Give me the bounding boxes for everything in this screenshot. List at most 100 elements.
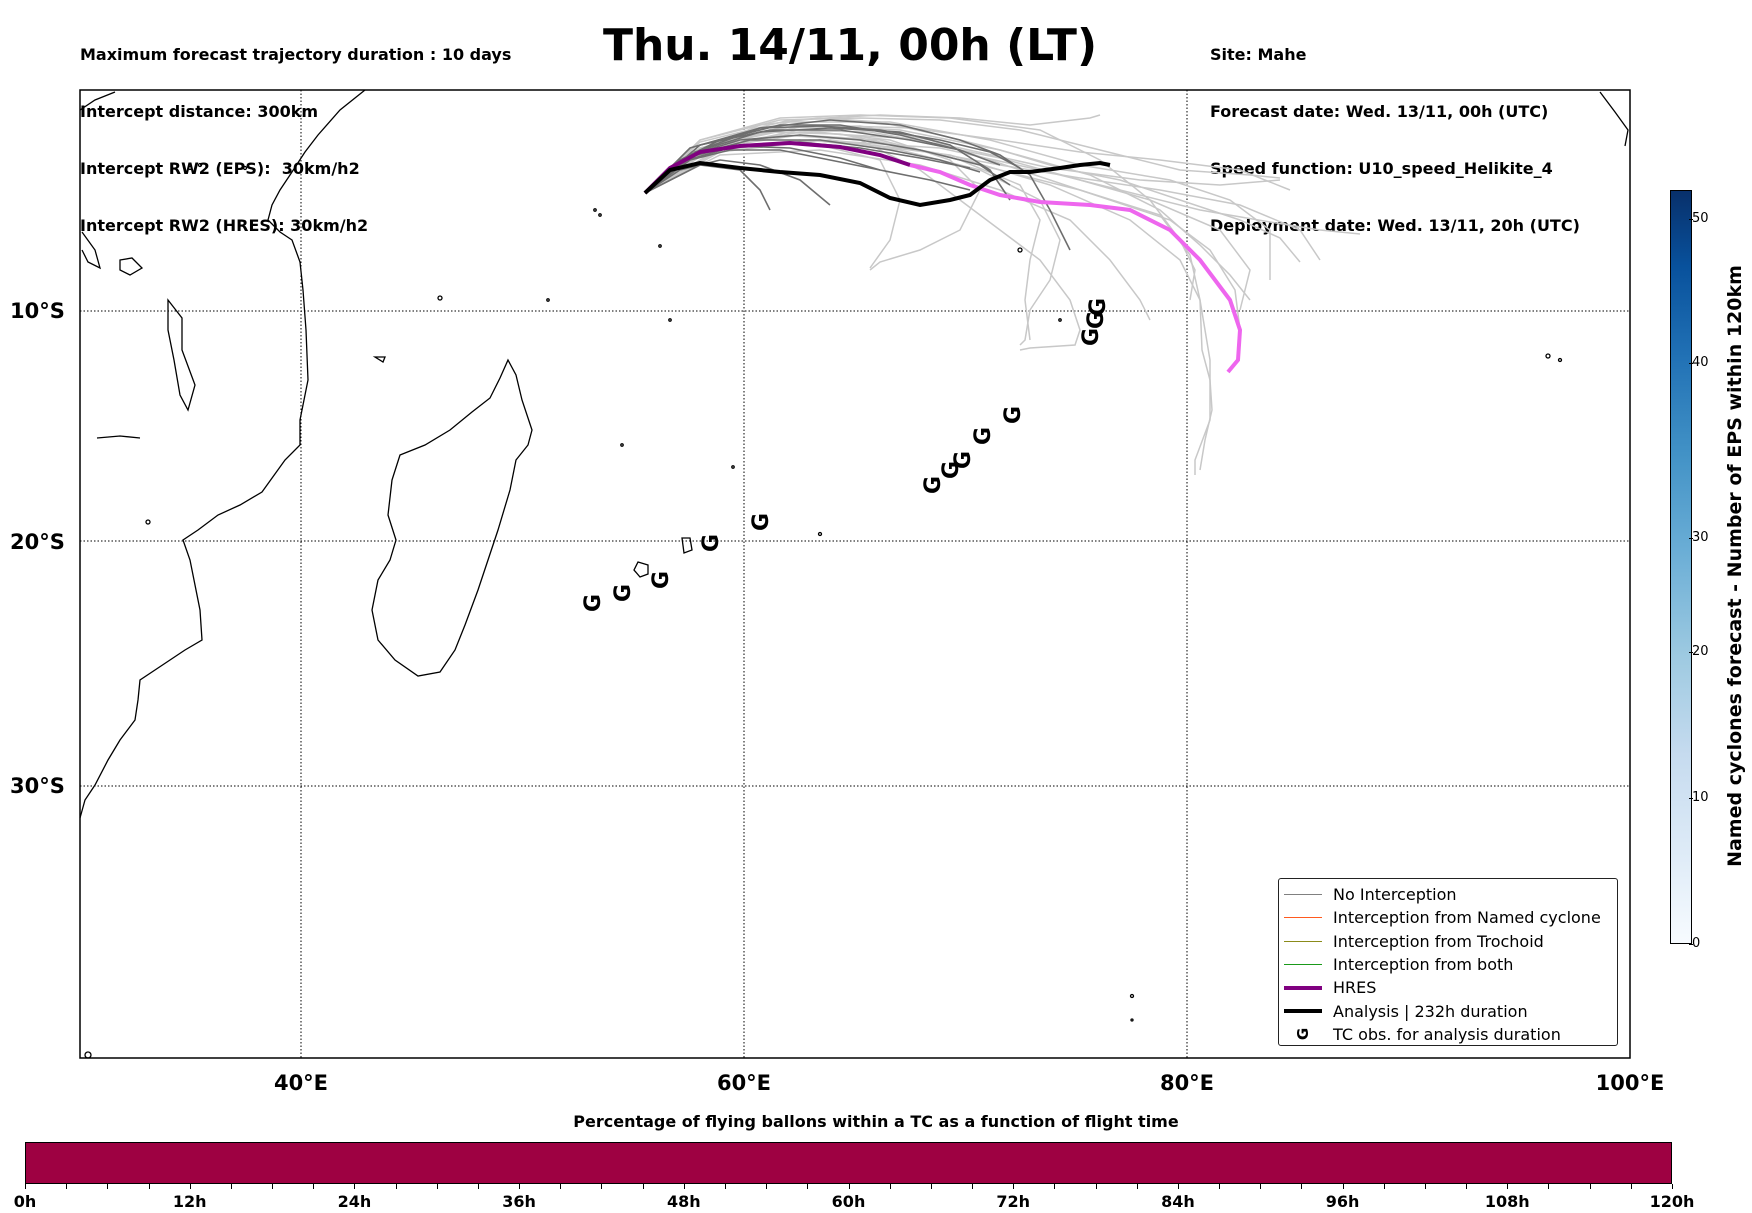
flight-time-minor-tick	[66, 1184, 68, 1189]
island-dot	[84, 1051, 92, 1059]
flight-time-minor-tick	[1013, 1184, 1015, 1189]
mauritius-island	[681, 537, 693, 554]
island-dot	[546, 298, 550, 302]
colorbar-tick: 20	[1689, 644, 1709, 659]
flight-time-minor-tick	[272, 1184, 274, 1189]
legend-label: Interception from both	[1333, 955, 1514, 975]
flight-time-minor-tick	[1672, 1184, 1673, 1189]
flight-time-minor-tick	[1383, 1184, 1385, 1189]
flight-time-minor-tick	[1219, 1184, 1221, 1189]
legend-swatch	[1284, 964, 1322, 966]
flight-time-minor-tick	[148, 1184, 150, 1189]
legend-swatch	[1284, 894, 1322, 896]
cyclone-icon: G	[921, 476, 946, 494]
flight-time-minor-tick	[436, 1184, 438, 1189]
legend-label: TC obs. for analysis duration	[1333, 1024, 1561, 1044]
header-left-info: Maximum forecast trajectory duration : 1…	[80, 7, 511, 254]
eps-trajectory	[644, 114, 1101, 194]
hres-trajectory	[643, 140, 911, 195]
colorbar-vertical-label: Named cyclones forecast - Number of EPS …	[1724, 265, 1746, 867]
horn-coastline	[79, 91, 116, 111]
legend-swatch	[1284, 1009, 1322, 1014]
cyclone-icon: G	[749, 513, 774, 531]
reunion-island	[633, 561, 649, 578]
header-right-line: Deployment date: Wed. 13/11, 20h (UTC)	[1210, 216, 1580, 235]
map-frame	[79, 89, 1631, 1059]
island-dot	[1545, 353, 1551, 359]
island-dot	[1017, 247, 1023, 253]
lake-victoria	[119, 257, 144, 276]
flight-time-tick: 60h	[831, 1192, 866, 1211]
lon-label-40e: 40°E	[274, 1071, 328, 1095]
flight-time-minor-tick	[930, 1184, 932, 1189]
header-right-line: Forecast date: Wed. 13/11, 00h (UTC)	[1210, 102, 1549, 121]
flight-time-minor-tick	[1630, 1184, 1632, 1189]
flight-time-minor-tick	[560, 1184, 562, 1189]
hres-trajectory-extension	[909, 163, 1243, 374]
legend-item-named-cyclone: Interception from Named cyclone	[1279, 906, 1617, 929]
flight-time-minor-tick	[848, 1184, 850, 1189]
eps-trajectory	[644, 134, 1081, 351]
flight-time-colorbar-title: Percentage of flying ballons within a TC…	[573, 1112, 1179, 1131]
flight-time-minor-tick	[1589, 1184, 1591, 1189]
cyclone-icon: G	[1294, 1028, 1312, 1041]
cyclone-icon: G	[581, 594, 606, 612]
eps-trajectory	[644, 124, 1291, 194]
flight-time-minor-tick	[1507, 1184, 1509, 1189]
island-dot	[1058, 318, 1062, 322]
eps-trajectory-dark	[644, 149, 971, 194]
legend-label: Interception from Trochoid	[1333, 931, 1544, 951]
north-dot-island	[1599, 91, 1629, 147]
flight-time-tick: 0h	[13, 1192, 37, 1211]
flight-time-minor-tick	[889, 1184, 891, 1189]
flight-time-minor-tick	[313, 1184, 315, 1189]
colorbar-tick: 30	[1689, 530, 1709, 545]
lat-label-20s: 20°S	[10, 530, 65, 554]
legend-label: HRES	[1333, 978, 1377, 998]
eps-trajectory	[644, 114, 1196, 301]
flight-time-minor-tick	[230, 1184, 232, 1189]
flight-time-minor-tick	[642, 1184, 644, 1189]
island-dot	[731, 465, 735, 469]
eps-trajectory	[644, 117, 1281, 194]
map-legend: No Interception Interception from Named …	[1278, 878, 1618, 1046]
eps-trajectory	[644, 125, 1241, 331]
island-dot	[1129, 993, 1135, 999]
flight-time-minor-tick	[477, 1184, 479, 1189]
flight-time-minor-tick	[1548, 1184, 1550, 1189]
flight-time-minor-tick	[1424, 1184, 1426, 1189]
lon-label-100e: 100°E	[1596, 1071, 1665, 1095]
eps-trajectory	[644, 139, 1061, 346]
cyclone-icon: G	[649, 571, 674, 589]
flight-time-minor-tick	[972, 1184, 974, 1189]
eps-count-colorbar	[1670, 190, 1692, 944]
header-left-line: Maximum forecast trajectory duration : 1…	[80, 45, 512, 64]
eps-trajectory-dark	[644, 159, 831, 206]
flight-time-minor-tick	[1466, 1184, 1468, 1189]
tc-observations: G G G G G G G G G G G G G	[581, 298, 1111, 612]
island-dot	[197, 162, 203, 168]
flight-time-minor-tick	[1095, 1184, 1097, 1189]
flight-time-minor-tick	[683, 1184, 685, 1189]
flight-time-minor-tick	[25, 1184, 26, 1189]
legend-swatch	[1284, 917, 1322, 919]
island-dot	[593, 208, 597, 212]
island-dot	[145, 519, 151, 525]
legend-swatch	[1284, 940, 1322, 942]
lat-label-10s: 10°S	[10, 299, 65, 323]
island-dot	[817, 531, 823, 537]
legend-swatch	[1284, 985, 1322, 990]
colorbar-tick: 40	[1689, 355, 1709, 370]
flight-time-tick: 72h	[996, 1192, 1031, 1211]
island-dot	[187, 165, 193, 171]
legend-label: Analysis | 232h duration	[1333, 1001, 1528, 1021]
legend-label: Interception from Named cyclone	[1333, 908, 1601, 928]
coastlines	[79, 89, 1629, 1059]
island-dot	[598, 213, 602, 217]
island-dot	[242, 165, 248, 171]
legend-label: No Interception	[1333, 885, 1457, 905]
flight-time-minor-tick	[1177, 1184, 1179, 1189]
eps-trajectory	[644, 139, 1211, 475]
header-left-line: Intercept RW2 (HRES): 30km/h2	[80, 216, 369, 235]
flight-time-minor-tick	[1136, 1184, 1138, 1189]
